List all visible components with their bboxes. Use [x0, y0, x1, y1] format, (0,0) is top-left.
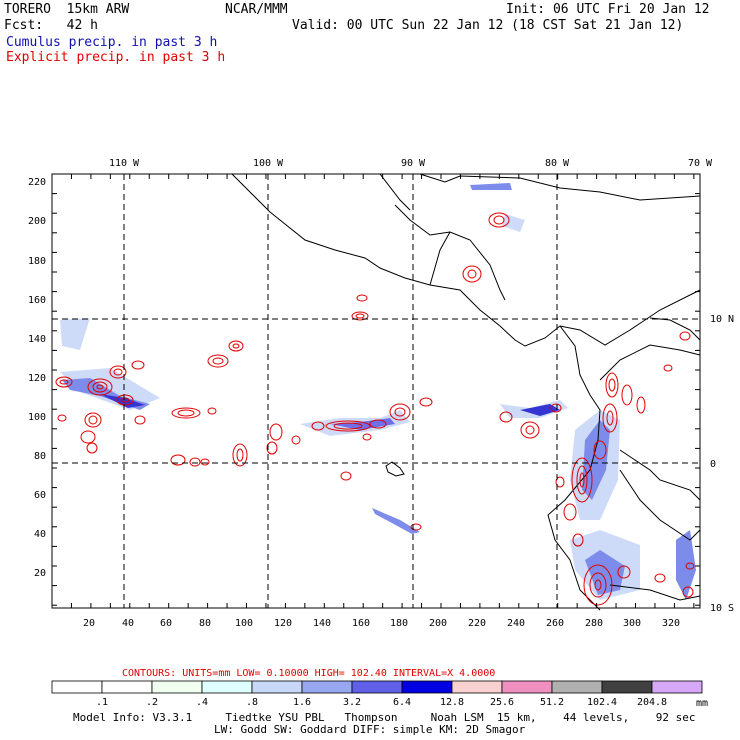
colorbar-swatch — [251, 680, 303, 694]
lat-label-10n: 10 N — [710, 314, 734, 325]
y-tick-label: 180 — [28, 256, 46, 267]
colorbar-label: 1.6 — [293, 697, 311, 708]
coastlines — [231, 173, 701, 611]
colorbar-swatch — [551, 680, 603, 694]
colorbar-label: 51.2 — [540, 697, 564, 708]
colorbar-label: .4 — [196, 697, 208, 708]
x-tick-label: 200 — [429, 618, 447, 629]
x-tick-label: 120 — [274, 618, 292, 629]
colorbar-swatch — [451, 680, 503, 694]
y-tick-label: 100 — [28, 412, 46, 423]
x-tick-label: 80 — [199, 618, 211, 629]
model-physics-line: LW: Godd SW: Goddard DIFF: simple KM: 2D… — [214, 723, 526, 736]
colorbar-label: .2 — [146, 697, 158, 708]
explicit-precip-contours — [55, 212, 695, 606]
color-scale-bar: .1 .2 .4 .8 1.6 3.2 6.4 12.8 25.6 51.2 102.4 204.8 — [51, 680, 703, 708]
y-tick-label: 80 — [34, 451, 46, 462]
x-tick-label: 100 — [235, 618, 253, 629]
y-tick-label: 20 — [34, 568, 46, 579]
colorbar-label: 12.8 — [440, 697, 464, 708]
colorbar-swatch — [401, 680, 453, 694]
colorbar-swatch — [601, 680, 653, 694]
colorbar-unit: mm — [696, 698, 708, 709]
y-tick-label: 200 — [28, 216, 46, 227]
colorbar-label: .1 — [96, 697, 108, 708]
colorbar-label: 25.6 — [490, 697, 514, 708]
organization-label: NCAR/MMM — [225, 2, 288, 17]
colorbar-swatch — [501, 680, 553, 694]
y-tick-label: 140 — [28, 334, 46, 345]
lat-label-10s: 10 S — [710, 603, 734, 614]
x-tick-label: 40 — [122, 618, 134, 629]
colorbar-swatch — [151, 680, 203, 694]
y-tick-label: 40 — [34, 529, 46, 540]
y-tick-label: 160 — [28, 295, 46, 306]
colorbar-swatch — [101, 680, 153, 694]
x-tick-label: 20 — [83, 618, 95, 629]
colorbar-label: 3.2 — [343, 697, 361, 708]
colorbar-swatch — [651, 680, 703, 694]
valid-time: Valid: 00 UTC Sun 22 Jan 12 (18 CST Sat … — [292, 18, 684, 33]
colorbar-swatch — [351, 680, 403, 694]
model-title: TORERO 15km ARW — [4, 2, 130, 17]
lon-label-70w: 70 W — [688, 158, 713, 169]
graticule — [52, 174, 700, 608]
x-tick-label: 260 — [546, 618, 564, 629]
contours-info: CONTOURS: UNITS=mm LOW= 0.10000 HIGH= 10… — [122, 668, 495, 679]
colorbar-label: 102.4 — [587, 697, 617, 708]
lon-label-80w: 80 W — [545, 158, 570, 169]
lat-label-eq: 0 — [710, 459, 716, 470]
x-tick-label: 220 — [468, 618, 486, 629]
colorbar-label: .8 — [246, 697, 258, 708]
colorbar-swatch — [201, 680, 253, 694]
x-tick-label: 320 — [662, 618, 680, 629]
cumulus-legend: Cumulus precip. in past 3 h — [6, 35, 218, 50]
map-frame — [51, 173, 701, 609]
y-tick-label: 220 — [28, 177, 46, 188]
explicit-legend: Explicit precip. in past 3 h — [6, 50, 226, 65]
y-tick-label: 120 — [28, 373, 46, 384]
model-info-line: Model Info: V3.3.1 Tiedtke YSU PBL Thomp… — [73, 711, 696, 724]
lon-label-100w: 100 W — [253, 158, 284, 169]
lon-label-90w: 90 W — [401, 158, 426, 169]
forecast-hour: Fcst: 42 h — [4, 18, 98, 33]
colorbar-swatch — [51, 680, 103, 694]
cumulus-precip-areas — [60, 183, 696, 600]
init-time: Init: 06 UTC Fri 20 Jan 12 — [506, 2, 710, 17]
lon-label-110w: 110 W — [109, 158, 140, 169]
x-tick-label: 140 — [313, 618, 331, 629]
x-tick-label: 300 — [623, 618, 641, 629]
x-tick-label: 180 — [390, 618, 408, 629]
x-tick-label: 60 — [160, 618, 172, 629]
x-tick-label: 160 — [352, 618, 370, 629]
x-tick-label: 240 — [507, 618, 525, 629]
colorbar-label: 204.8 — [637, 697, 667, 708]
colorbar-swatch — [301, 680, 353, 694]
x-tick-label: 280 — [585, 618, 603, 629]
y-tick-label: 60 — [34, 490, 46, 501]
colorbar-label: 6.4 — [393, 697, 411, 708]
